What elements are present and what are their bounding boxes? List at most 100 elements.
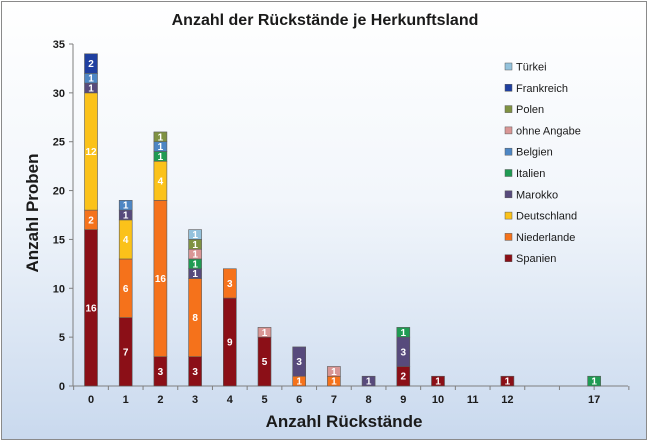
bar-value-label: 1 xyxy=(401,328,407,339)
chart-title: Anzahl der Rückstände je Herkunftsland xyxy=(172,12,479,29)
bar-segment xyxy=(500,375,515,387)
legend-swatch xyxy=(504,254,513,262)
y-tick-label: 20 xyxy=(53,186,65,198)
x-tick-label: 5 xyxy=(261,394,267,406)
bar-segment xyxy=(361,375,376,387)
bar-segment xyxy=(118,200,133,211)
legend-label: Spanien xyxy=(516,253,556,265)
bar-value-label: 4 xyxy=(158,176,164,187)
bar-value-label: 1 xyxy=(366,377,372,388)
legend-swatch xyxy=(504,211,513,220)
bar-value-label: 1 xyxy=(192,269,198,280)
y-axis-title: Anzahl Proben xyxy=(23,153,42,272)
legend-swatch xyxy=(504,190,513,199)
bar-value-label: 3 xyxy=(192,367,198,378)
x-tick-label: 1 xyxy=(123,394,129,406)
x-axis-title: Anzahl Rückstände xyxy=(266,412,423,431)
bar-value-label: 1 xyxy=(505,377,511,388)
bar-value-label: 3 xyxy=(227,279,233,290)
y-tick-label: 5 xyxy=(59,332,65,344)
x-tick-label: 7 xyxy=(331,394,337,406)
bar-value-label: 1 xyxy=(262,328,268,339)
legend-label: Italien xyxy=(516,168,545,180)
x-tick-label: 2 xyxy=(157,394,163,406)
bar-value-label: 1 xyxy=(192,240,198,251)
bar-value-label: 16 xyxy=(85,303,97,314)
bar-value-label: 1 xyxy=(331,367,337,378)
bar-value-label: 8 xyxy=(192,313,198,324)
bar-value-label: 16 xyxy=(155,274,167,285)
legend-swatch xyxy=(504,84,513,92)
bar-value-label: 5 xyxy=(262,357,268,368)
bar-value-label: 1 xyxy=(123,201,129,212)
legend-swatch xyxy=(504,126,513,135)
y-tick-label: 35 xyxy=(53,39,65,51)
bar-value-label: 2 xyxy=(88,59,94,70)
bar-value-label: 1 xyxy=(88,83,94,94)
legend-label: Türkei xyxy=(516,62,547,74)
y-tick-label: 30 xyxy=(53,88,65,100)
x-tick-label: 11 xyxy=(467,394,479,406)
plot-area: 0510152025303501621211217641123164111338… xyxy=(53,39,630,406)
bar-value-label: 1 xyxy=(158,132,164,143)
bar-value-label: 1 xyxy=(158,152,164,163)
x-tick-label: 0 xyxy=(88,394,94,406)
bar-segment xyxy=(292,346,307,377)
bar-segment xyxy=(431,375,445,387)
legend-label: Deutschland xyxy=(516,211,577,223)
y-tick-label: 0 xyxy=(59,381,65,393)
legend-label: ohne Angabe xyxy=(516,125,581,137)
bar-value-label: 3 xyxy=(296,357,302,368)
x-tick-label: 9 xyxy=(400,394,406,406)
bar-segment xyxy=(396,327,411,338)
legend-swatch xyxy=(504,62,513,71)
legend: Türkei Frankreich Polen ohne Angabe Belgien I… xyxy=(504,62,581,265)
bar-segment xyxy=(587,375,601,387)
x-tick-label: 3 xyxy=(192,394,198,406)
bar-value-label: 1 xyxy=(123,211,129,222)
bar-value-label: 7 xyxy=(123,347,129,358)
bar-value-label: 1 xyxy=(331,377,337,388)
bar-value-label: 3 xyxy=(158,367,164,378)
legend-label: Niederlande xyxy=(516,232,575,244)
y-tick-label: 25 xyxy=(53,137,65,149)
legend-label: Belgien xyxy=(516,147,553,159)
legend-swatch xyxy=(504,147,513,156)
bar-value-label: 4 xyxy=(123,235,129,246)
bar-value-label: 1 xyxy=(88,74,94,85)
bar-value-label: 1 xyxy=(296,377,302,388)
x-tick-label: 12 xyxy=(501,394,513,406)
legend-swatch xyxy=(504,105,513,113)
y-tick-label: 15 xyxy=(53,234,65,246)
bar-value-label: 9 xyxy=(227,338,233,349)
bar-value-label: 1 xyxy=(192,259,198,270)
y-tick-label: 10 xyxy=(53,283,65,295)
bar-value-label: 2 xyxy=(88,215,94,226)
legend-label: Frankreich xyxy=(516,83,568,95)
bar-segment xyxy=(223,268,237,299)
bar-value-label: 6 xyxy=(123,284,129,295)
x-tick-label: 8 xyxy=(366,394,372,406)
x-tick-label: 17 xyxy=(588,394,600,406)
x-tick-label: 6 xyxy=(296,394,302,406)
bar-segment xyxy=(153,131,168,143)
x-tick-label: 10 xyxy=(432,394,444,406)
legend-label: Marokko xyxy=(516,189,558,201)
bar-segment xyxy=(188,229,202,240)
bar-value-label: 1 xyxy=(435,377,441,388)
bar-value-label: 3 xyxy=(401,347,407,358)
bar-segment xyxy=(84,53,98,74)
bar-value-label: 2 xyxy=(401,372,407,383)
bar-segment xyxy=(257,327,272,338)
legend-label: Polen xyxy=(516,104,544,116)
bar-value-label: 1 xyxy=(158,142,164,153)
x-tick-label: 4 xyxy=(227,394,234,406)
bar-segment xyxy=(327,366,341,377)
legend-swatch xyxy=(504,233,513,241)
bar-value-label: 12 xyxy=(85,147,97,158)
bar-value-label: 1 xyxy=(192,230,198,241)
bar-value-label: 1 xyxy=(591,377,597,388)
legend-swatch xyxy=(504,169,513,177)
